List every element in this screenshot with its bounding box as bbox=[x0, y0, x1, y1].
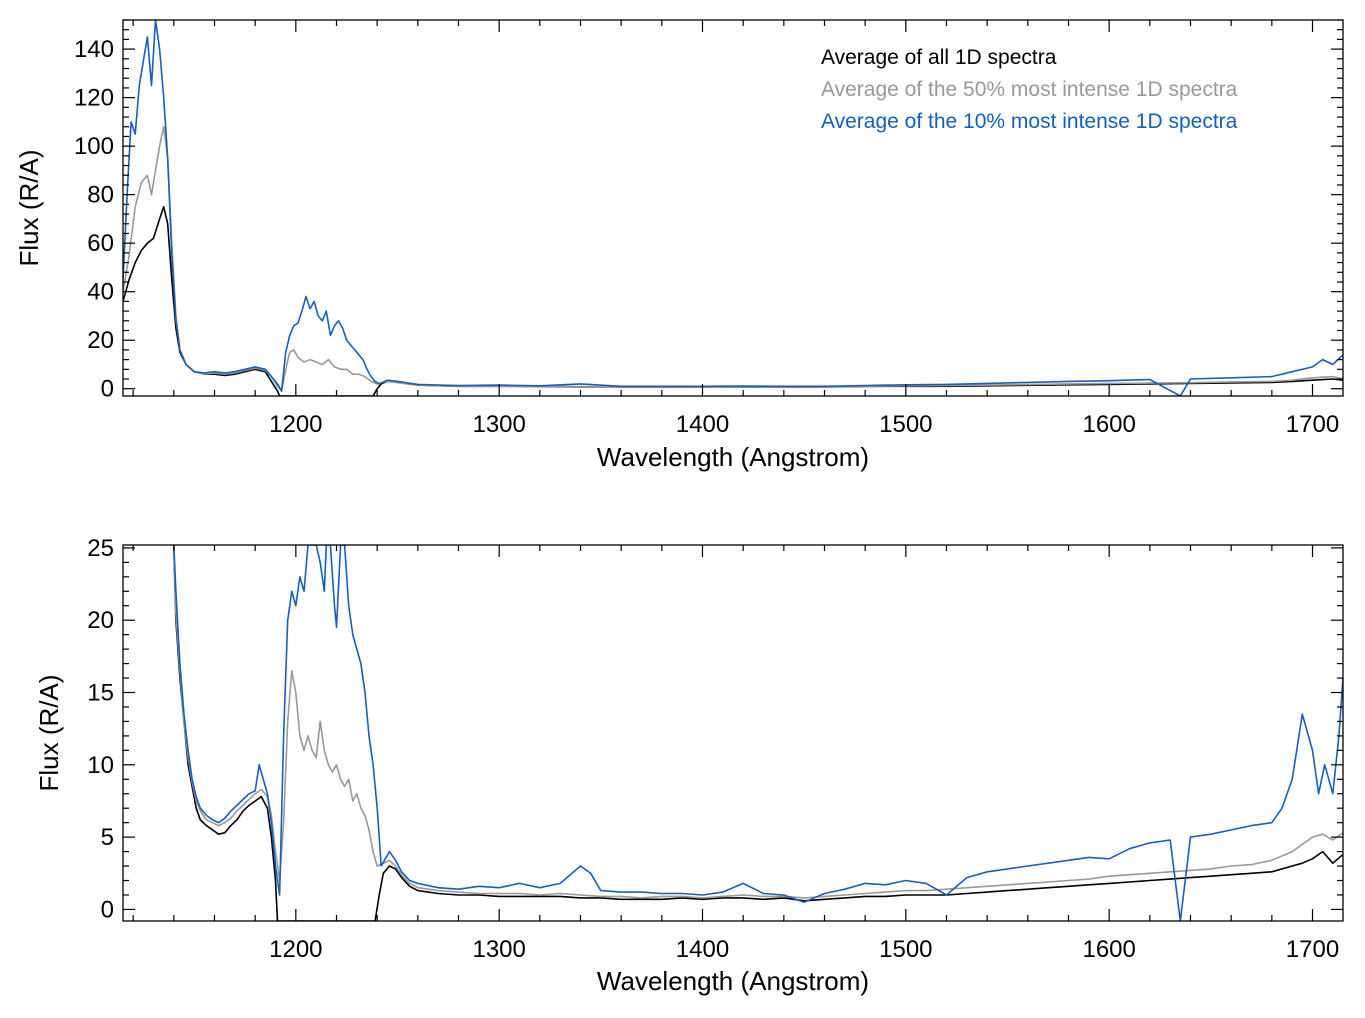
top-panel: 1200 1300 1400 1500 1600 1700 0 20 40 60 80 100 120 1… bbox=[14, 19, 1344, 472]
bottom-panel-x-tick-label: 1700 bbox=[1286, 936, 1339, 963]
top-panel-ticks: 1200 1300 1400 1500 1600 1700 0 20 40 60 80 100 120 1… bbox=[74, 19, 1343, 438]
top-panel-y-tick-label: 40 bbox=[87, 279, 114, 306]
top-panel-y-tick-label: 60 bbox=[87, 230, 114, 257]
bottom-panel-series-line-all bbox=[173, 545, 1343, 921]
bottom-panel-y-tick-label: 15 bbox=[87, 680, 114, 707]
top-panel-x-tick-label: 1300 bbox=[472, 411, 525, 438]
top-panel-x-tick-label: 1500 bbox=[879, 411, 932, 438]
top-panel-y-tick-label: 120 bbox=[74, 85, 114, 112]
top-panel-x-tick-label: 1400 bbox=[676, 411, 729, 438]
legend-entry-top50: Average of the 50% most intense 1D spect… bbox=[821, 78, 1238, 101]
bottom-panel-series-line-top50 bbox=[173, 545, 1343, 899]
legend: Average of all 1D spectra Average of the… bbox=[821, 46, 1238, 133]
top-panel-y-tick-label: 80 bbox=[87, 182, 114, 209]
top-panel-x-tick-label: 1600 bbox=[1082, 411, 1135, 438]
bottom-panel-x-tick-label: 1500 bbox=[879, 936, 932, 963]
bottom-panel-x-tick-label: 1600 bbox=[1082, 936, 1135, 963]
bottom-panel-ticks: 1200 1300 1400 1500 1600 1700 0 5 10 15 20 25 bbox=[87, 535, 1343, 963]
legend-entry-top10: Average of the 10% most intense 1D spect… bbox=[821, 110, 1238, 133]
top-panel-x-tick-label: 1700 bbox=[1286, 411, 1339, 438]
bottom-panel-y-tick-label: 5 bbox=[101, 824, 114, 851]
bottom-panel-y-tick-label: 10 bbox=[87, 752, 114, 779]
bottom-panel-y-tick-label: 0 bbox=[101, 896, 114, 923]
bottom-panel-x-tick-label: 1200 bbox=[269, 936, 322, 963]
top-panel-x-tick-label: 1200 bbox=[269, 411, 322, 438]
bottom-panel-x-axis-label: Wavelength (Angstrom) bbox=[597, 966, 869, 996]
bottom-panel-y-tick-label: 25 bbox=[87, 535, 114, 562]
top-panel-frame bbox=[122, 19, 1344, 397]
bottom-panel: 1200 1300 1400 1500 1600 1700 0 5 10 15 20 25 Wavel… bbox=[34, 535, 1344, 996]
bottom-panel-frame bbox=[122, 544, 1344, 922]
legend-entry-all: Average of all 1D spectra bbox=[821, 46, 1057, 69]
top-panel-y-axis-label: Flux (R/A) bbox=[14, 150, 44, 267]
bottom-panel-y-axis-label: Flux (R/A) bbox=[34, 675, 64, 792]
top-panel-y-tick-label: 140 bbox=[74, 36, 114, 63]
top-panel-series-line-top10 bbox=[123, 20, 1343, 396]
top-panel-y-tick-label: 20 bbox=[87, 327, 114, 354]
top-panel-series bbox=[123, 20, 1343, 396]
top-panel-y-tick-label: 0 bbox=[101, 376, 114, 403]
top-panel-x-axis-label: Wavelength (Angstrom) bbox=[597, 442, 869, 472]
bottom-panel-y-tick-label: 20 bbox=[87, 607, 114, 634]
bottom-panel-x-tick-label: 1400 bbox=[676, 936, 729, 963]
bottom-panel-x-tick-label: 1300 bbox=[472, 936, 525, 963]
bottom-panel-series bbox=[173, 545, 1343, 921]
top-panel-y-tick-label: 100 bbox=[74, 133, 114, 160]
bottom-panel-series-line-top10 bbox=[173, 545, 1343, 921]
